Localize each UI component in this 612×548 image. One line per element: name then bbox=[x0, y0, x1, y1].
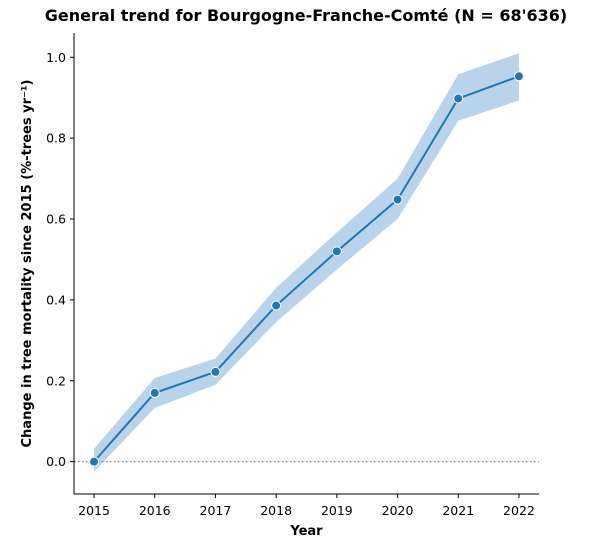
x-tick-label: 2021 bbox=[442, 503, 474, 518]
x-tick-label: 2017 bbox=[200, 503, 232, 518]
x-ticks-group: 2015 2016 2017 2018 2019 2020 2021 2022 bbox=[78, 494, 535, 518]
axes-group bbox=[73, 33, 539, 495]
y-tick-label: 0.2 bbox=[46, 373, 66, 388]
data-point-2017 bbox=[210, 366, 221, 377]
confidence-band-group bbox=[94, 53, 519, 472]
y-tick-label: 0.6 bbox=[46, 212, 66, 227]
x-tick-label: 2015 bbox=[78, 503, 110, 518]
data-point-2018 bbox=[271, 300, 282, 311]
chart-title: General trend for Bourgogne-Franche-Comt… bbox=[44, 6, 568, 25]
data-point-2019 bbox=[331, 246, 342, 257]
series-line-group bbox=[93, 75, 520, 463]
y-tick-label: 0.4 bbox=[46, 292, 66, 307]
data-point-2022 bbox=[513, 71, 524, 82]
confidence-band bbox=[94, 53, 519, 472]
x-tick-label: 2018 bbox=[260, 503, 292, 518]
data-points-group bbox=[89, 71, 524, 467]
x-axis-label: Year bbox=[289, 524, 323, 539]
data-point-2021 bbox=[453, 93, 464, 104]
y-tick-label: 1.0 bbox=[46, 50, 66, 65]
data-point-2016 bbox=[149, 387, 160, 398]
y-axis-label: Change in tree mortality since 2015 (%-t… bbox=[20, 80, 35, 448]
x-tick-label: 2020 bbox=[382, 503, 414, 518]
series-line bbox=[93, 75, 520, 463]
x-tick-label: 2022 bbox=[503, 503, 535, 518]
data-point-2020 bbox=[392, 194, 403, 205]
y-ticks-group: 0.0 0.2 0.4 0.6 0.8 1.0 bbox=[46, 50, 74, 469]
y-tick-label: 0.8 bbox=[46, 131, 66, 146]
y-tick-label: 0.0 bbox=[46, 454, 66, 469]
data-point-2015 bbox=[89, 456, 100, 467]
x-tick-label: 2016 bbox=[139, 503, 171, 518]
x-tick-label: 2019 bbox=[321, 503, 353, 518]
